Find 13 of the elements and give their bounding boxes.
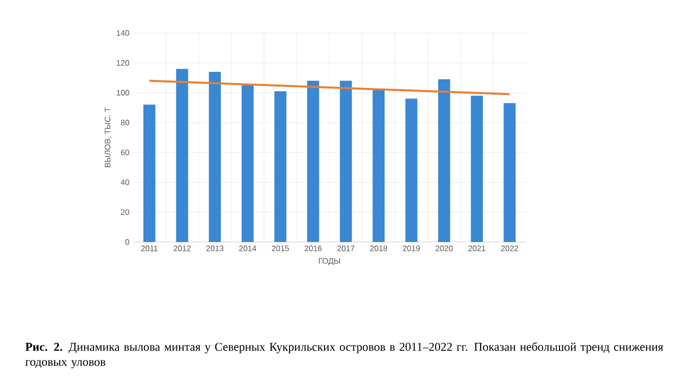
bar [143, 104, 156, 242]
bar [504, 103, 516, 242]
bar [405, 98, 418, 242]
bar [340, 80, 352, 242]
bar [307, 80, 320, 242]
bar [242, 85, 254, 242]
bar [470, 96, 483, 242]
bar [438, 79, 450, 242]
bar [274, 91, 286, 242]
bar [372, 90, 385, 242]
text: Рис. 2. Динамика вылова минтая у Северных Кукрильских островов в 2011–2022 гг. Показан небольшой тренд снижения годовых уловов [25, 342, 664, 368]
bar [176, 68, 188, 242]
bar [208, 72, 221, 242]
